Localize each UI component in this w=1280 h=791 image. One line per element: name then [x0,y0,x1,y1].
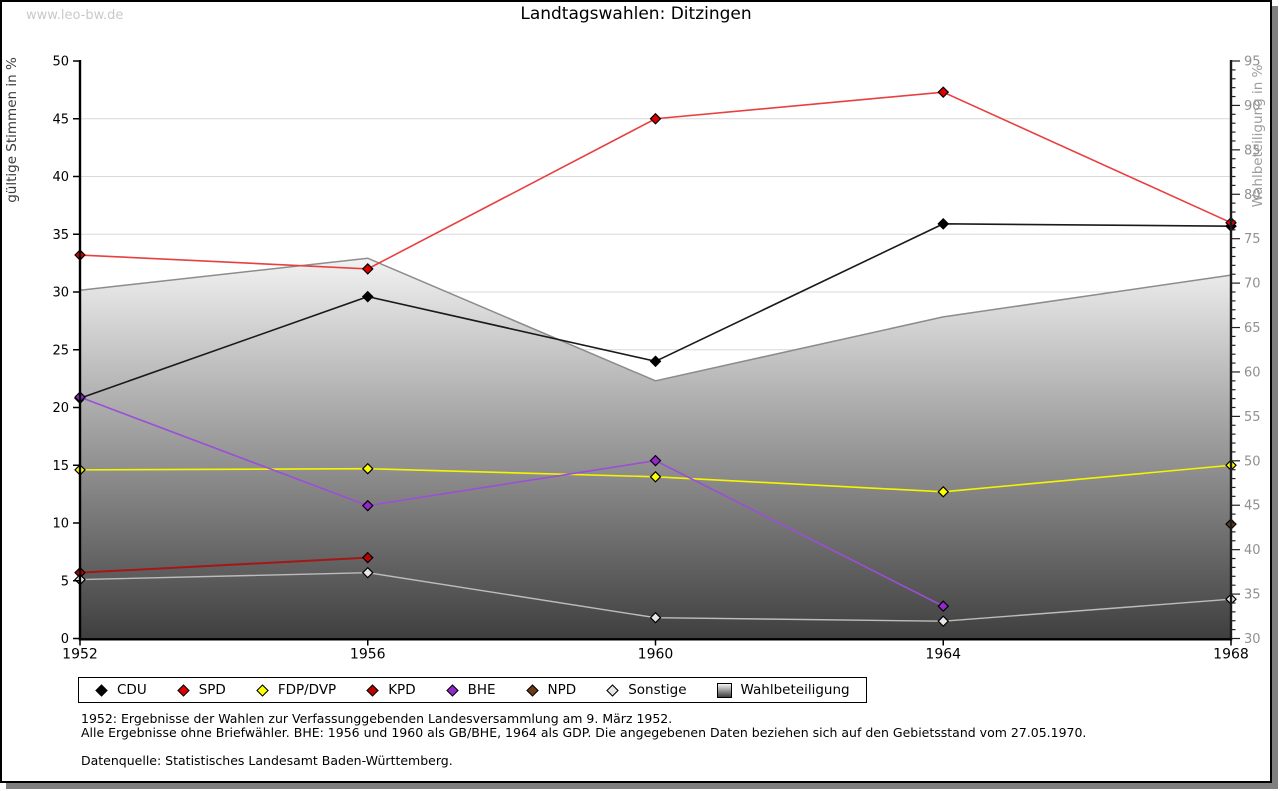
right-tick-label: 35 [1244,588,1261,603]
right-tick-label: 45 [1244,499,1261,514]
left-tick-label: 5 [61,574,69,589]
left-tick-label: 45 [52,112,69,127]
data-point [649,470,662,483]
data-point [937,485,950,498]
chart-title: Landtagswahlen: Ditzingen [520,4,752,24]
footnote-source: Datenquelle: Statistisches Landesamt Bad… [81,753,453,768]
right-tick-label: 80 [1244,188,1261,203]
legend-label: SPD [198,682,226,698]
data-point [649,355,662,368]
data-point [937,600,950,613]
x-tick-label: 1964 [925,647,961,663]
legend-item-cdu: CDU [95,682,147,698]
footnotes: 1952: Ergebnisse der Wahlen zur Verfassu… [81,712,1086,768]
left-axis: 0 5 10 15 20 25 30 35 40 45 50 gültige St… [4,55,80,647]
right-tick-label: 90 [1244,99,1261,114]
diamond-marker-icon [256,683,269,697]
data-point [361,462,374,475]
legend-label: NPD [547,682,577,698]
footnote-line-1: 1952: Ergebnisse der Wahlen zur Verfassu… [81,711,673,726]
data-point [937,615,950,628]
right-tick-label: 70 [1244,277,1261,292]
legend-label: KPD [388,682,416,698]
left-tick-label: 35 [52,228,69,243]
legend-item-wahlbeteiligung: Wahlbeteiligung [716,682,850,698]
right-tick-label: 65 [1244,321,1261,336]
series-spd [74,86,1237,275]
data-point [649,611,662,624]
legend-label: BHE [467,682,496,698]
participation-swatch-icon [716,682,732,698]
data-point [361,499,374,512]
legend-label: Wahlbeteiligung [740,682,850,698]
legend: CDU SPD FDP/DVP KPD BHE NPD Sonstige Wahlbeteil… [78,677,867,703]
footnote-line-2: Alle Ergebnisse ohne Briefwähler. BHE: 1… [81,725,1087,740]
left-tick-label: 15 [52,459,69,474]
right-axis-title: Wahlbeteiligung in % [1250,64,1266,207]
series-bhe [74,391,950,613]
diamond-marker-icon [95,683,108,697]
left-tick-label: 0 [61,632,69,647]
legend-item-fdp-dvp: FDP/DVP [256,682,336,698]
x-tick-label: 1952 [62,647,98,663]
legend-item-bhe: BHE [445,682,496,698]
diamond-marker-icon [525,683,539,697]
right-tick-label: 85 [1244,143,1261,158]
diamond-marker-icon [176,683,190,697]
right-tick-label: 40 [1244,543,1261,558]
x-tick-label: 1956 [350,647,386,663]
data-point [649,112,662,125]
watermark: www.leo-bw.de [26,8,124,23]
left-tick-label: 10 [52,517,69,532]
plot-area: 0 5 10 15 20 25 30 35 40 45 50 gültige St… [4,55,1266,663]
right-tick-label: 60 [1244,365,1261,380]
left-tick-label: 20 [52,401,69,416]
left-axis-title: gültige Stimmen in % [4,57,20,203]
data-point [937,86,950,99]
left-tick-label: 50 [52,55,69,70]
left-tick-label: 40 [52,170,69,185]
diamond-marker-icon [606,683,619,697]
left-tick-label: 30 [52,286,69,301]
right-tick-label: 95 [1244,55,1261,70]
diamond-marker-icon [366,683,379,697]
right-tick-label: 55 [1244,410,1261,425]
legend-label: Sonstige [628,682,687,698]
data-point [361,551,374,564]
legend-label: CDU [117,682,147,698]
legend-item-spd: SPD [176,682,226,698]
data-point [937,218,950,230]
legend-item-npd: NPD [525,682,577,698]
data-point [361,263,374,275]
legend-item-sonstige: Sonstige [606,682,687,698]
right-axis: 30 35 40 45 50 55 60 65 70 75 80 85 90 95Wahlbeteilig… [1231,55,1266,647]
right-tick-label: 50 [1244,454,1261,469]
x-axis: 1952 1956 1960 1964 1968 [62,640,1249,663]
diamond-marker-icon [445,683,459,697]
x-tick-label: 1960 [638,647,674,663]
legend-item-kpd: KPD [366,682,416,698]
data-point [361,566,374,579]
x-tick-label: 1968 [1213,647,1249,663]
data-point [361,290,374,303]
data-point [649,454,662,467]
left-tick-label: 25 [52,343,69,358]
right-tick-label: 30 [1244,632,1261,647]
legend-label: FDP/DVP [277,682,337,698]
participation-area [79,257,1232,639]
right-tick-label: 75 [1244,232,1261,247]
